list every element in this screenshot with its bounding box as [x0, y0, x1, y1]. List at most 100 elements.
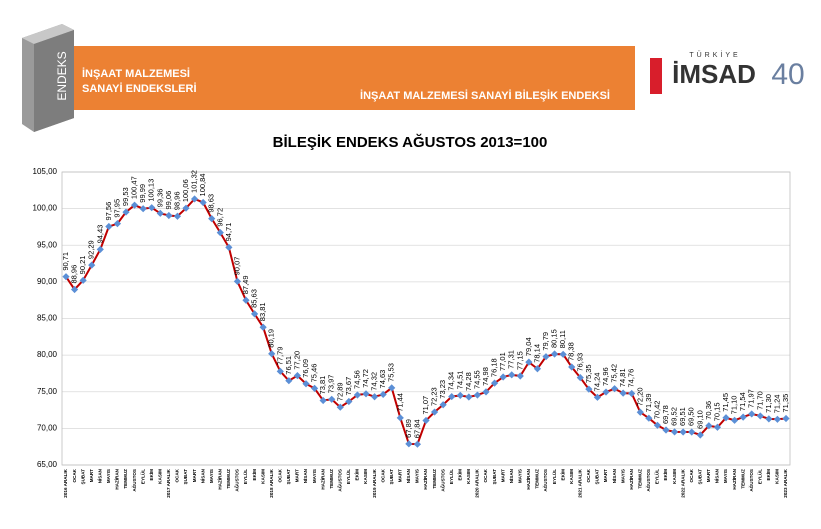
- x-tick-label: 2021 ARALIK: [578, 468, 583, 497]
- marker: [173, 212, 182, 220]
- brand-mark: [650, 58, 662, 94]
- data-label: 98,63: [207, 194, 216, 213]
- marker: [465, 393, 473, 401]
- x-tick-label: MAYIS: [723, 469, 728, 483]
- marker: [619, 389, 627, 397]
- data-label: 71,30: [764, 394, 773, 413]
- x-tick-label: EKİM: [457, 469, 463, 481]
- marker: [576, 374, 584, 382]
- header-band: [70, 46, 635, 110]
- x-tick-label: EYLÜL: [139, 469, 145, 484]
- data-label: 70,15: [712, 402, 721, 421]
- x-tick-label: EYLÜL: [551, 469, 557, 484]
- data-label: 73,67: [344, 377, 353, 396]
- marker: [439, 401, 447, 409]
- plot-frame: [61, 171, 791, 466]
- x-tick-label: HAZİRAN: [319, 468, 325, 489]
- marker: [653, 421, 662, 429]
- data-label: 94,43: [95, 225, 104, 244]
- data-label: 75,35: [584, 364, 593, 383]
- logo-face: [34, 30, 74, 132]
- x-tick-label: AĞUSTOS: [130, 469, 137, 492]
- marker: [456, 391, 464, 399]
- marker: [208, 215, 216, 223]
- data-label: 75,53: [387, 363, 396, 382]
- data-label: 98,96: [172, 191, 181, 210]
- logo-text: ENDEKS: [55, 51, 69, 100]
- marker: [765, 415, 773, 423]
- marker: [542, 353, 550, 361]
- marker: [233, 277, 242, 285]
- marker: [568, 363, 576, 371]
- y-tick-label: 85,00: [37, 314, 58, 323]
- x-tick-label: 2022 ARALIK: [680, 468, 685, 497]
- marker: [156, 209, 164, 217]
- marker: [285, 377, 293, 385]
- marker: [490, 379, 499, 387]
- logo-top: [22, 24, 74, 44]
- data-label: 74,56: [352, 370, 361, 389]
- marker: [516, 372, 524, 380]
- data-label: 100,84: [198, 174, 207, 197]
- data-label: 77,01: [498, 352, 507, 371]
- marker: [139, 205, 147, 213]
- marker: [773, 415, 782, 423]
- marker: [782, 414, 790, 423]
- data-label: 77,31: [507, 350, 516, 369]
- x-tick-label: 2019 ARALIK: [372, 468, 377, 497]
- x-tick-label: ŞUBAT: [595, 469, 600, 485]
- x-tick-label: TEMMUZ: [535, 469, 540, 489]
- marker: [636, 408, 644, 416]
- brand: İMSAD: [672, 59, 756, 89]
- x-tick-label: EYLÜL: [448, 469, 454, 484]
- x-tick-label: MART: [89, 469, 94, 482]
- x-tick-label: HAZİRAN: [114, 468, 120, 489]
- data-label: 100,06: [181, 179, 190, 202]
- y-tick-label: 80,00: [37, 350, 58, 359]
- data-label: 99,36: [155, 189, 164, 208]
- x-tick-label: OCAK: [72, 468, 77, 482]
- x-tick-label: KASIM: [775, 469, 780, 484]
- x-tick-label: AĞUSTOS: [541, 469, 548, 492]
- x-tick-label: EYLÜL: [345, 469, 351, 484]
- data-label: 87,49: [241, 275, 250, 294]
- x-tick-label: MAYIS: [415, 469, 420, 483]
- data-label: 71,44: [395, 393, 404, 412]
- marker: [499, 373, 507, 381]
- x-tick-label: 2017 ARALIK: [166, 468, 171, 497]
- data-label: 74,51: [455, 371, 464, 390]
- data-label: 94,71: [224, 223, 233, 242]
- x-tick-label: 2016 ARALIK: [63, 468, 68, 497]
- anniversary: 40: [771, 58, 804, 91]
- marker: [88, 261, 96, 269]
- data-label: 72,89: [335, 382, 344, 401]
- x-tick-label: 2018 ARALIK: [269, 468, 274, 497]
- x-tick-label: HAZİRAN: [217, 468, 223, 489]
- marker: [559, 350, 567, 358]
- marker: [688, 428, 696, 436]
- data-label: 76,93: [575, 353, 584, 372]
- y-tick-label: 75,00: [37, 387, 58, 396]
- marker: [748, 410, 756, 418]
- page-title: İNŞAAT MALZEMESİ SANAYİ BİLEŞİK ENDEKSİ: [360, 89, 610, 102]
- data-label: 99,06: [164, 191, 173, 210]
- marker: [259, 323, 267, 331]
- data-label: 97,56: [104, 202, 113, 221]
- data-label: 76,09: [301, 359, 310, 378]
- data-label: 99,53: [121, 187, 130, 206]
- data-label: 92,29: [87, 240, 96, 259]
- data-label: 79,04: [524, 337, 533, 356]
- marker: [122, 208, 130, 216]
- data-label: 74,55: [472, 370, 481, 389]
- marker: [508, 371, 516, 379]
- data-label: 74,72: [361, 369, 370, 388]
- x-tick-label: OCAK: [586, 468, 591, 482]
- marker: [165, 211, 173, 220]
- x-tick-label: AĞUSTOS: [233, 469, 240, 492]
- marker: [362, 390, 370, 398]
- y-tick-label: 100,00: [33, 204, 58, 213]
- x-tick-label: KASIM: [363, 469, 368, 484]
- data-label: 80,15: [550, 329, 559, 348]
- data-label: 74,76: [627, 369, 636, 388]
